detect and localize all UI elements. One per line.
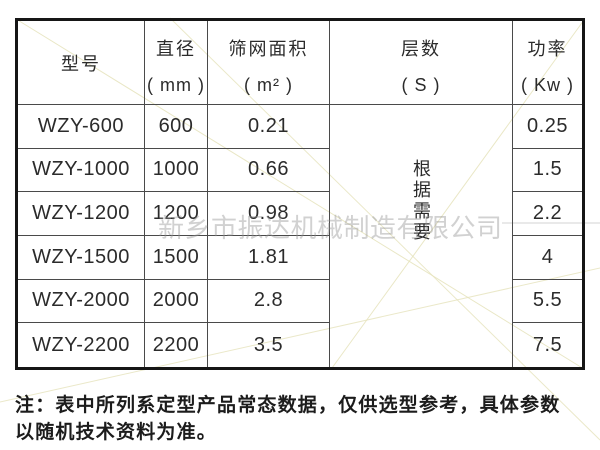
- column-header-screen-area-unit: ( m² ): [244, 75, 293, 95]
- diameter-cell: 1000: [145, 148, 208, 193]
- model-cell: WZY-600: [18, 105, 145, 149]
- power-cell: 2.2: [513, 192, 582, 236]
- layers-merged-text: 根据需要: [411, 159, 431, 243]
- power-cell: 7.5: [532, 333, 563, 356]
- area-cell: 0.21: [208, 105, 330, 149]
- column-header-model-label: 型号: [61, 53, 101, 74]
- column-header-model: 型号: [18, 21, 145, 105]
- column-header-diameter-unit: ( mm ): [147, 75, 205, 95]
- area-cell: 0.98: [208, 192, 330, 236]
- column-header-power: 功率 ( Kw ): [513, 21, 582, 105]
- power-cell: 5.5: [513, 280, 582, 324]
- column-header-diameter: 直径 ( mm ): [145, 21, 208, 105]
- power-cell: 0.25: [513, 105, 582, 149]
- column-header-screen-area-label: 筛网面积: [228, 39, 309, 59]
- diameter-cell: 1200: [145, 192, 208, 236]
- column-header-power-label: 功率: [527, 39, 568, 59]
- column-header-diameter-label: 直径: [156, 39, 196, 59]
- area-cell: 0.66: [208, 148, 330, 193]
- diameter-cell: 1500: [145, 236, 208, 280]
- column-header-layers: 层数 ( S ): [330, 21, 513, 105]
- area-cell: 2.8: [208, 279, 330, 324]
- column-header-layers-label: 层数: [401, 39, 441, 59]
- model-cell: WZY-1000: [18, 148, 145, 193]
- product-spec-table: 型号 直径 ( mm ) 筛网面积 ( m² ) 层数 ( S ) 功率 ( K…: [15, 18, 585, 370]
- diameter-cell: 600: [145, 105, 208, 149]
- model-cell: WZY-1500: [18, 236, 145, 280]
- footnote-line-1: 注：表中所列系定型产品常态数据，仅供选型参考，具体参数: [15, 395, 561, 416]
- diameter-cell: 2000: [145, 279, 208, 324]
- model-cell: WZY-1200: [18, 192, 145, 236]
- footnote-line-2: 以随机技术资料为准。: [15, 422, 218, 443]
- footnote: 注：表中所列系定型产品常态数据，仅供选型参考，具体参数 以随机技术资料为准。: [15, 392, 590, 446]
- model-cell: WZY-2200: [18, 323, 145, 367]
- power-cell: 1.5: [513, 149, 582, 193]
- layers-merged-cell: 根据需要: [330, 105, 513, 367]
- column-header-power-unit: ( Kw ): [521, 75, 574, 95]
- model-cell: WZY-2000: [18, 279, 145, 324]
- column-header-screen-area: 筛网面积 ( m² ): [208, 21, 330, 105]
- column-header-layers-unit: ( S ): [401, 75, 441, 95]
- area-cell: 3.5: [208, 323, 330, 367]
- area-cell: 1.81: [208, 236, 330, 280]
- power-cell: 4: [513, 236, 582, 280]
- diameter-cell: 2200: [145, 323, 208, 367]
